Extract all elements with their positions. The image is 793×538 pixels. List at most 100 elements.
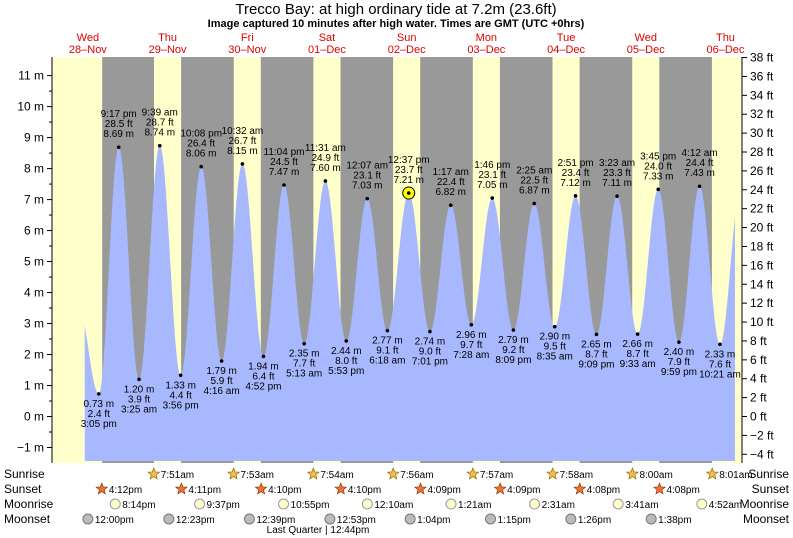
tide-point <box>261 354 266 359</box>
high-tide-label: 23.1 ft <box>478 170 506 181</box>
moonrise-icon <box>278 498 290 510</box>
day-date: 01–Dec <box>308 44 346 56</box>
moonset-time: 12:23pm <box>176 515 215 526</box>
day-date: 30–Nov <box>228 44 266 56</box>
low-tide-label: 4.4 ft <box>170 390 192 401</box>
day-name: Wed <box>77 32 99 44</box>
sunrise-time: 7:53am <box>241 470 274 481</box>
moonrise-time: 3:41am <box>625 500 658 511</box>
low-tide-label: 7:28 am <box>453 350 489 361</box>
y-tick-label-ft: 10 ft <box>750 315 774 329</box>
y-tick-label-m: 0 m <box>24 410 44 424</box>
y-tick-label-ft: 28 ft <box>750 145 774 159</box>
y-tick-label-m: 2 m <box>24 348 44 362</box>
tide-point <box>137 377 141 382</box>
high-tide-label: 9:17 pm <box>101 109 137 120</box>
sunrise-time: 7:57am <box>480 470 513 481</box>
low-tide-label: 2.74 m <box>415 337 446 348</box>
moonset-icon <box>485 513 497 525</box>
y-tick-label-m: 3 m <box>24 317 44 331</box>
sunrise-icon <box>466 467 480 480</box>
tide-point <box>615 194 619 198</box>
y-tick-label-ft: 4 ft <box>750 372 767 386</box>
high-tide-label: 7.60 m <box>310 163 341 174</box>
low-tide-label: 7.9 ft <box>668 357 690 368</box>
day-date: 05–Dec <box>627 44 665 56</box>
y-tick-label-ft: 30 ft <box>750 126 774 140</box>
sunrise-time: 7:54am <box>320 470 353 481</box>
moon-phase-note: Last Quarter | 12:44pm <box>267 525 370 536</box>
high-tide-label: 23.7 ft <box>395 165 423 176</box>
tide-point <box>552 324 557 329</box>
chart-subtitle: Image captured 10 minutes after high wat… <box>208 18 585 30</box>
moonset-time: 1:38pm <box>658 515 691 526</box>
tide-point <box>199 164 203 169</box>
moonrise-time: 2:31am <box>542 500 575 511</box>
tide-point <box>677 340 681 344</box>
high-tide-label: 8.74 m <box>144 128 175 139</box>
low-tide-label: 7:01 pm <box>412 357 448 368</box>
high-tide-label: 10:08 pm <box>180 129 222 140</box>
sunset-time: 4:10pm <box>348 485 381 496</box>
sunset-time: 4:08pm <box>666 485 699 496</box>
low-tide-label: 3.9 ft <box>128 394 150 405</box>
low-tide-label: 5:53 pm <box>328 366 364 377</box>
low-tide-label: 6:18 am <box>369 356 405 367</box>
tide-point <box>282 183 286 187</box>
tide-point <box>116 145 121 149</box>
moonrise-time: 12:10am <box>374 500 413 511</box>
low-tide-label: 8.0 ft <box>335 356 357 367</box>
sunrise-icon <box>386 467 400 480</box>
high-tide-label: 28.5 ft <box>105 119 133 130</box>
high-tide-label: 2:51 pm <box>557 158 593 169</box>
high-tide-label: 24.5 ft <box>270 157 298 168</box>
low-tide-label: 8:35 am <box>537 352 573 363</box>
low-tide-label: 2.65 m <box>581 339 612 350</box>
high-tide-label: 22.5 ft <box>520 176 548 187</box>
y-tick-label-m: 5 m <box>24 255 44 269</box>
tide-point <box>656 187 660 192</box>
low-tide-label: 2.90 m <box>539 332 570 343</box>
low-tide-label: 5.9 ft <box>210 376 232 387</box>
low-tide-label: 2.66 m <box>622 339 653 350</box>
moonset-icon <box>243 513 255 525</box>
moonrise-time: 4:52am <box>709 500 742 511</box>
low-tide-label: 4:16 am <box>204 386 240 397</box>
tide-point <box>635 332 640 336</box>
high-tide-label: 12:37 pm <box>388 155 430 166</box>
tide-area <box>84 145 735 461</box>
low-tide-label: 3:25 am <box>121 404 157 415</box>
low-tide-label: 9:33 am <box>620 359 656 370</box>
moonset-time: 1:26pm <box>578 515 611 526</box>
sunrise-icon <box>546 467 560 480</box>
low-tide-label: 7.6 ft <box>709 359 731 370</box>
tide-point <box>344 339 349 343</box>
high-tide-label: 7.05 m <box>477 180 508 191</box>
low-tide-label: 2.35 m <box>289 349 320 360</box>
low-tide-label: 2.79 m <box>498 335 529 346</box>
y-tick-label-ft: 18 ft <box>750 239 774 253</box>
low-tide-label: 8.7 ft <box>585 349 607 360</box>
sunrise-icon <box>306 467 320 480</box>
tide-point <box>240 162 245 166</box>
tide-point <box>406 191 411 195</box>
almanac-row-label-left: Sunset <box>4 482 42 496</box>
low-tide-label: 3:56 pm <box>163 400 199 411</box>
low-tide-label: 8.7 ft <box>627 349 649 360</box>
low-tide-label: 5:13 am <box>286 369 322 380</box>
low-tide-label: 2.77 m <box>372 336 403 347</box>
moonrise-time: 10:55pm <box>291 500 330 511</box>
high-tide-label: 4:12 am <box>681 148 717 159</box>
low-tide-label: 3:05 pm <box>81 419 117 430</box>
sunrise-icon <box>705 467 719 480</box>
low-tide-label: 1.20 m <box>124 384 155 395</box>
sunrise-time: 8:01am <box>719 470 752 481</box>
y-tick-label-m: 6 m <box>24 224 44 238</box>
sunrise-time: 8:00am <box>639 470 672 481</box>
axes: 11 m 10 m 9 m 8 m 7 m 6 m 5 m 4 m 3 m 2 m 1 m 0 m −1… <box>17 51 774 463</box>
sunset-icon <box>95 482 109 495</box>
low-tide-label: 0.73 m <box>83 399 114 410</box>
sunset-icon <box>493 482 507 495</box>
high-tide-label: 7.21 m <box>393 175 424 186</box>
